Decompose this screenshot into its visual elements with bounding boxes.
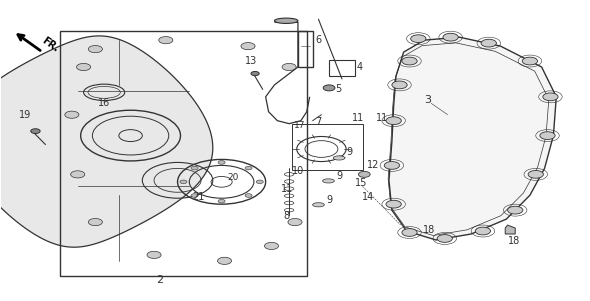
Text: 3: 3: [424, 95, 431, 105]
Circle shape: [437, 234, 453, 242]
Circle shape: [88, 45, 103, 53]
Ellipse shape: [323, 179, 335, 183]
Text: 13: 13: [245, 56, 257, 66]
Text: 14: 14: [362, 192, 374, 202]
Text: 9: 9: [347, 147, 353, 157]
Text: FR.: FR.: [40, 36, 60, 54]
Circle shape: [256, 180, 263, 184]
Circle shape: [241, 42, 255, 50]
Circle shape: [288, 219, 302, 226]
Ellipse shape: [313, 203, 324, 207]
Circle shape: [386, 117, 401, 125]
Text: 19: 19: [19, 110, 31, 120]
Circle shape: [507, 206, 523, 214]
Circle shape: [476, 227, 490, 235]
Polygon shape: [389, 37, 556, 240]
Circle shape: [392, 81, 407, 89]
Circle shape: [384, 162, 399, 169]
Text: 17: 17: [294, 121, 306, 130]
Text: 9: 9: [336, 171, 342, 181]
Circle shape: [218, 161, 225, 164]
Polygon shape: [505, 225, 515, 234]
Circle shape: [264, 242, 278, 250]
Circle shape: [543, 93, 558, 101]
Circle shape: [77, 64, 91, 70]
Circle shape: [522, 57, 537, 65]
Circle shape: [191, 166, 198, 170]
Circle shape: [481, 39, 496, 47]
Circle shape: [147, 251, 161, 259]
Circle shape: [65, 111, 79, 118]
Text: 4: 4: [357, 62, 363, 72]
Text: 18: 18: [507, 237, 520, 247]
Circle shape: [31, 129, 40, 134]
Circle shape: [245, 194, 252, 197]
Text: 16: 16: [99, 98, 110, 108]
Text: 21: 21: [192, 192, 205, 202]
Circle shape: [218, 199, 225, 203]
Text: 5: 5: [335, 84, 341, 94]
Circle shape: [180, 180, 187, 184]
Text: 11: 11: [376, 113, 388, 123]
Text: 18: 18: [423, 225, 435, 234]
Text: 20: 20: [228, 173, 239, 182]
Text: 9: 9: [326, 195, 332, 205]
Circle shape: [159, 37, 173, 44]
Circle shape: [411, 35, 426, 42]
Polygon shape: [421, 216, 430, 225]
Circle shape: [71, 171, 85, 178]
Ellipse shape: [333, 156, 345, 160]
Circle shape: [191, 194, 198, 197]
Circle shape: [282, 64, 296, 70]
Circle shape: [323, 85, 335, 91]
Ellipse shape: [274, 18, 298, 23]
Text: 7: 7: [316, 117, 322, 127]
Circle shape: [358, 171, 370, 177]
Text: 10: 10: [292, 166, 304, 176]
Circle shape: [251, 71, 259, 76]
Circle shape: [528, 170, 543, 178]
Text: 11: 11: [352, 113, 364, 123]
Text: 12: 12: [367, 160, 379, 170]
Circle shape: [218, 257, 232, 264]
Circle shape: [402, 57, 417, 65]
Circle shape: [245, 166, 252, 170]
Circle shape: [386, 200, 401, 208]
Text: 6: 6: [316, 35, 322, 45]
Circle shape: [443, 33, 458, 41]
Circle shape: [88, 219, 103, 226]
Text: 2: 2: [156, 275, 163, 285]
Circle shape: [540, 132, 555, 139]
Text: 8: 8: [283, 211, 289, 221]
Text: 15: 15: [355, 178, 367, 188]
Text: 11: 11: [281, 184, 293, 194]
Polygon shape: [0, 36, 213, 247]
Circle shape: [402, 229, 417, 236]
